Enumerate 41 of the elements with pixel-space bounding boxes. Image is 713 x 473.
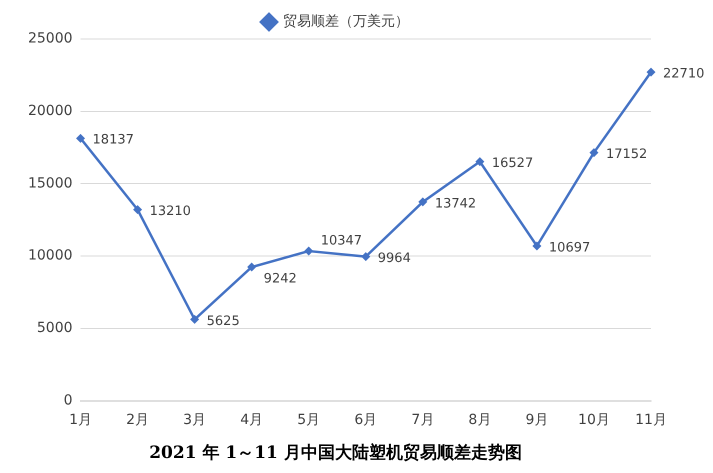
point [133,205,142,214]
y-tick-label: 25000 [28,30,73,47]
x-tick-label: 11月 [635,412,667,428]
point [190,314,200,324]
point [646,68,656,77]
x-tick-label: 6月 [354,412,378,428]
y-tick-label: 5000 [36,320,73,336]
point [532,241,542,250]
x-tick-label: 9月 [525,412,548,428]
data-label: 5625 [206,314,240,329]
legend-label: 贸易顺差（万美元） [283,14,409,30]
x-tick-label: 3月 [183,412,206,428]
y-tick-label: 20000 [28,103,73,119]
y-tick-label: 10000 [28,248,73,264]
x-tick-label: 8月 [468,412,492,428]
x-tick-label: 4月 [240,412,264,428]
point [247,262,256,272]
text: 2021 年 1～11 月中国大陆塑机贸易顺差走势图 [149,442,522,464]
data-label: 17152 [606,146,648,162]
data-label: 13210 [150,204,191,219]
point [418,197,428,206]
x-tick-label: 10月 [578,412,610,428]
data-label: 16527 [492,156,534,171]
point [304,246,314,256]
point [475,157,484,166]
data-label: 18137 [92,132,134,148]
y-tick-label: 0 [64,392,73,408]
data-label: 10697 [548,240,590,256]
point [589,148,598,158]
x-tick-label: 1月 [69,412,92,428]
data-label: 9242 [264,271,297,286]
data-label: 13742 [434,196,476,212]
y-tick-label: 15000 [28,175,73,192]
data-label: 22710 [663,66,704,82]
data-label: 9964 [378,250,411,266]
point [76,134,86,143]
point [361,252,370,262]
data-label: 10347 [320,233,362,248]
x-tick-label: 2月 [126,412,150,428]
x-tick-label: 5月 [297,412,320,428]
x-tick-label: 7月 [411,412,434,428]
